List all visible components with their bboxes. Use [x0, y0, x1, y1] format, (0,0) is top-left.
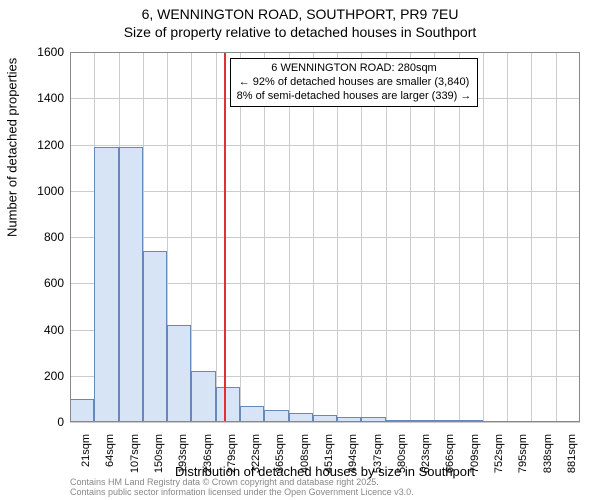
xtick-label: 21sqm [80, 434, 92, 467]
plot-area: 6 WENNINGTON ROAD: 280sqm ← 92% of detac… [70, 52, 580, 422]
chart-subtitle: Size of property relative to detached ho… [0, 24, 600, 40]
chart-container: 6, WENNINGTON ROAD, SOUTHPORT, PR9 7EU S… [0, 0, 600, 500]
ytick-label: 0 [0, 415, 70, 429]
xtick-label: 64sqm [104, 434, 116, 467]
ytick-label: 1400 [0, 91, 70, 105]
ytick-label: 600 [0, 276, 70, 290]
ytick-label: 1000 [0, 184, 70, 198]
ytick-label: 200 [0, 369, 70, 383]
chart-title: 6, WENNINGTON ROAD, SOUTHPORT, PR9 7EU [0, 6, 600, 22]
footer-attribution: Contains HM Land Registry data © Crown c… [70, 478, 414, 498]
footer-line-2: Contains public sector information licen… [70, 488, 414, 498]
annotation-line-3: 8% of semi-detached houses are larger (3… [237, 90, 472, 104]
annotation-line-1: 6 WENNINGTON ROAD: 280sqm [237, 62, 472, 76]
ytick-label: 1600 [0, 45, 70, 59]
ytick-label: 1200 [0, 138, 70, 152]
ytick-label: 400 [0, 323, 70, 337]
ytick-label: 800 [0, 230, 70, 244]
annotation-box: 6 WENNINGTON ROAD: 280sqm ← 92% of detac… [230, 58, 479, 107]
annotation-line-2: ← 92% of detached houses are smaller (3,… [237, 76, 472, 90]
plot-border [70, 52, 580, 422]
